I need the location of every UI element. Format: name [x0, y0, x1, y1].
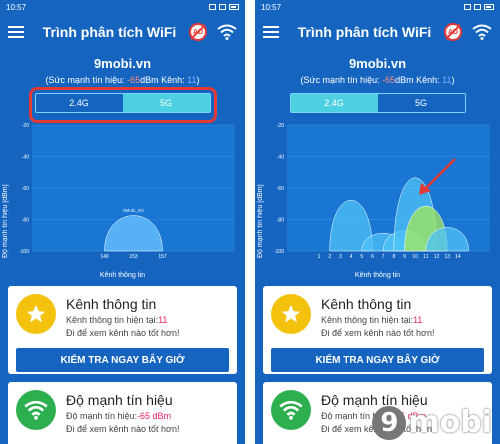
- status-time: 10:57: [261, 2, 282, 12]
- signal-chart: Độ mạnh tín hiệu [dBm] -20 -40 -60 -80 -100 1…: [255, 121, 500, 279]
- app-title: Trình phân tích WiFi: [42, 24, 177, 40]
- annotation-arrow-head: [419, 183, 431, 195]
- tab-2-4g[interactable]: 2.4G: [69, 98, 89, 108]
- tab-5g[interactable]: 5G: [414, 98, 427, 108]
- ssid-label: 9mobi.vn: [348, 56, 407, 71]
- phone-left: 10:57 Trình phân tích WiFi AD 9mobi.vn (…: [0, 0, 245, 444]
- x-tick-label: 11: [423, 254, 428, 260]
- y-tick-label: -100: [274, 249, 284, 255]
- wifi-signal-icon: [16, 390, 56, 430]
- y-tick-label: -60: [22, 186, 29, 192]
- channel-card: Kênh thông tin Kênh thông tin hiện tại:1…: [263, 286, 492, 374]
- x-tick-label: 10: [412, 254, 418, 260]
- x-axis-label: Kênh thông tin: [99, 272, 146, 279]
- menu-icon[interactable]: [8, 26, 24, 38]
- battery-icon: [229, 4, 239, 10]
- wifi-icon[interactable]: [472, 24, 492, 40]
- signal-line: (Sức mạnh tín hiệu: -65dBm Kênh: 11): [300, 75, 455, 85]
- x-tick-label: 14: [455, 254, 461, 260]
- signal-icon: [219, 4, 226, 10]
- ssid-label: 9mobi.vn: [93, 56, 152, 71]
- y-tick-label: -40: [22, 155, 29, 161]
- star-icon: [271, 294, 311, 334]
- annotation-arrow: [424, 158, 456, 190]
- check-now-button[interactable]: KIỂM TRA NGAY BÂY GIỜ: [271, 348, 484, 372]
- series-label: 9Mobi_5G: [123, 208, 144, 213]
- x-tick-label: 157: [158, 254, 167, 260]
- remove-ads-icon[interactable]: AD: [189, 23, 207, 41]
- signal-chart: Độ mạnh tín hiệu [dBm] -20 -40 -60 -80 -100 1…: [0, 121, 245, 279]
- tab-5g[interactable]: 5G: [122, 94, 210, 112]
- card-title: Độ mạnh tín hiệu: [321, 392, 428, 408]
- band-selector: 2.4G 5G: [289, 93, 466, 117]
- wifi-icon[interactable]: [217, 24, 237, 40]
- card-title: Kênh thông tin: [321, 296, 412, 312]
- x-tick-label: 9: [403, 254, 406, 260]
- band-selector: 2.4G 5G: [28, 87, 217, 123]
- star-icon: [16, 294, 56, 334]
- y-tick-label: -80: [22, 218, 29, 224]
- x-tick-label: 7: [382, 254, 385, 260]
- screen-icon: [209, 4, 216, 10]
- screen-icon: [464, 4, 471, 10]
- x-tick-label: 8: [392, 254, 395, 260]
- check-now-button[interactable]: KIỂM TRA NGAY BÂY GIỜ: [16, 348, 229, 372]
- network-curve: [425, 227, 469, 252]
- wifi-signal-icon: [271, 390, 311, 430]
- app-title: Trình phân tích WiFi: [297, 24, 432, 40]
- card-title: Kênh thông tin: [66, 296, 157, 312]
- app-bar: Trình phân tích WiFi AD: [255, 14, 500, 50]
- watermark-logo: 9 mobi: [372, 405, 492, 440]
- x-tick-label: 4: [350, 254, 353, 260]
- x-axis-label: Kênh thông tin: [354, 272, 401, 279]
- x-tick-label: 13: [444, 254, 450, 260]
- menu-icon[interactable]: [263, 26, 279, 38]
- status-bar: 10:57: [0, 0, 245, 14]
- y-tick-label: -80: [277, 218, 284, 224]
- x-tick-label: 1: [318, 254, 321, 260]
- network-curve: [104, 215, 163, 252]
- remove-ads-icon[interactable]: AD: [444, 23, 462, 41]
- x-tick-label: 149: [100, 254, 109, 260]
- x-tick-label: 3: [339, 254, 342, 260]
- app-bar: Trình phân tích WiFi AD: [0, 14, 245, 50]
- signal-icon: [474, 4, 481, 10]
- chart-svg: -20 -40 -60 -80 -100 149 153 157 9Mobi_5G: [19, 123, 235, 260]
- y-tick-label: -20: [22, 123, 29, 129]
- y-tick-label: -100: [19, 249, 29, 255]
- x-tick-label: 2: [328, 254, 331, 260]
- status-time: 10:57: [6, 2, 27, 12]
- y-tick-label: -60: [277, 186, 284, 192]
- signal-card: Độ mạnh tín hiệu Độ mạnh tín hiệu:-65 dB…: [8, 382, 237, 444]
- x-tick-label: 6: [371, 254, 374, 260]
- x-tick-label: 153: [129, 254, 138, 260]
- y-tick-label: -40: [277, 155, 284, 161]
- card-title: Độ mạnh tín hiệu: [66, 392, 173, 408]
- y-tick-label: -20: [277, 123, 284, 129]
- status-bar: 10:57: [255, 0, 500, 14]
- x-tick-label: 12: [434, 254, 440, 260]
- phone-right: 10:57 Trình phân tích WiFi AD 9mobi.vn (…: [255, 0, 500, 444]
- channel-card: Kênh thông tin Kênh thông tin hiện tại:1…: [8, 286, 237, 374]
- signal-line: (Sức mạnh tín hiệu: -65dBm Kênh: 11): [45, 75, 200, 85]
- tab-2-4g[interactable]: 2.4G: [290, 94, 378, 112]
- x-tick-label: 5: [360, 254, 363, 260]
- battery-icon: [484, 4, 494, 10]
